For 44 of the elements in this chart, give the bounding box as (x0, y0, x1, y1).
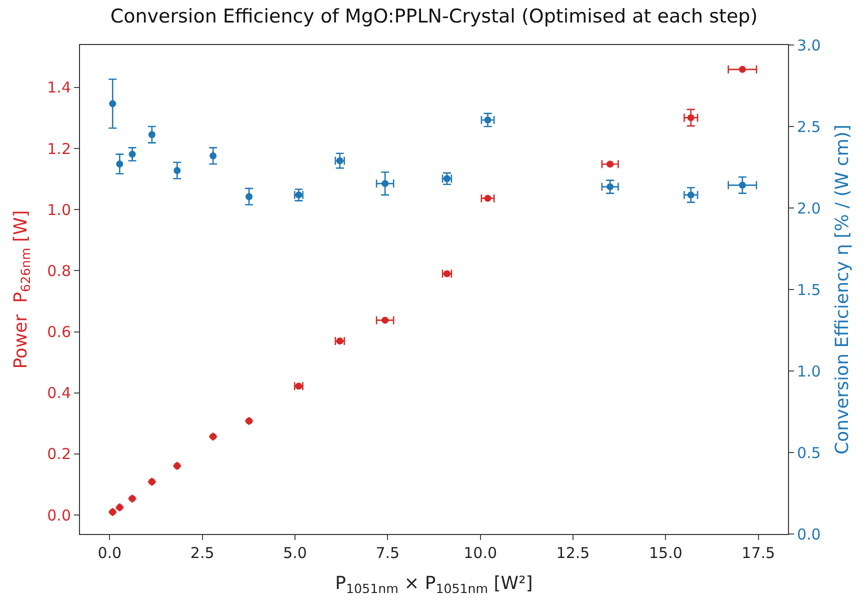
y-tick-label: 0.4 (47, 384, 71, 402)
point (687, 191, 694, 198)
point (687, 114, 694, 122)
point (246, 417, 253, 424)
y2-tick-label: 2.5 (797, 118, 821, 136)
y2-tick-label: 1.5 (797, 280, 821, 299)
y-tick-label: 0.6 (47, 323, 71, 342)
y-tick-label: 0.0 (47, 506, 71, 524)
x-tick-label: 15.0 (648, 544, 682, 562)
y2-tick-label: 0.5 (797, 444, 821, 462)
x-axis-title: P$_{1051nm}$ × P$_{1051nm}$ [W²] (335, 573, 533, 596)
y2-tick-label: 0.0 (797, 525, 821, 544)
x-tick-label: 10.0 (464, 544, 498, 562)
y-tick-label: 1.0 (47, 200, 71, 219)
y2-tick-label: 2.0 (797, 199, 821, 218)
point (128, 495, 136, 502)
point (382, 316, 389, 324)
y-tick-label: 1.4 (47, 78, 71, 97)
x-tick-label: 5.0 (283, 544, 307, 562)
point (174, 167, 181, 174)
point (210, 152, 217, 160)
y2-tick-label: 3.0 (797, 36, 821, 54)
point (382, 180, 389, 188)
y2-tick-label: 1.0 (797, 362, 821, 380)
x-tick-label: 12.5 (556, 544, 590, 562)
x-tick-label: 17.5 (742, 544, 776, 562)
point (109, 100, 116, 108)
point (116, 160, 124, 168)
point (738, 66, 746, 73)
x-tick-label: 2.5 (190, 544, 214, 562)
y-tick-label: 1.2 (47, 140, 71, 158)
y2-axis-title: Conversion Efficiency η [% / (W cm)] (832, 124, 853, 454)
x-tick-label: 7.5 (376, 544, 400, 562)
chart-title: Conversion Efficiency of MgO:PPLN-Crystal (Optimised at each step) (110, 5, 758, 28)
point (246, 193, 253, 200)
point (148, 131, 156, 138)
y-tick-label: 0.2 (47, 445, 71, 464)
point (738, 182, 746, 189)
point (148, 478, 156, 486)
point (174, 462, 181, 470)
point (210, 433, 217, 440)
y-tick-label: 0.8 (47, 262, 71, 280)
point (606, 160, 614, 168)
x-tick-label: 0.0 (98, 544, 122, 562)
